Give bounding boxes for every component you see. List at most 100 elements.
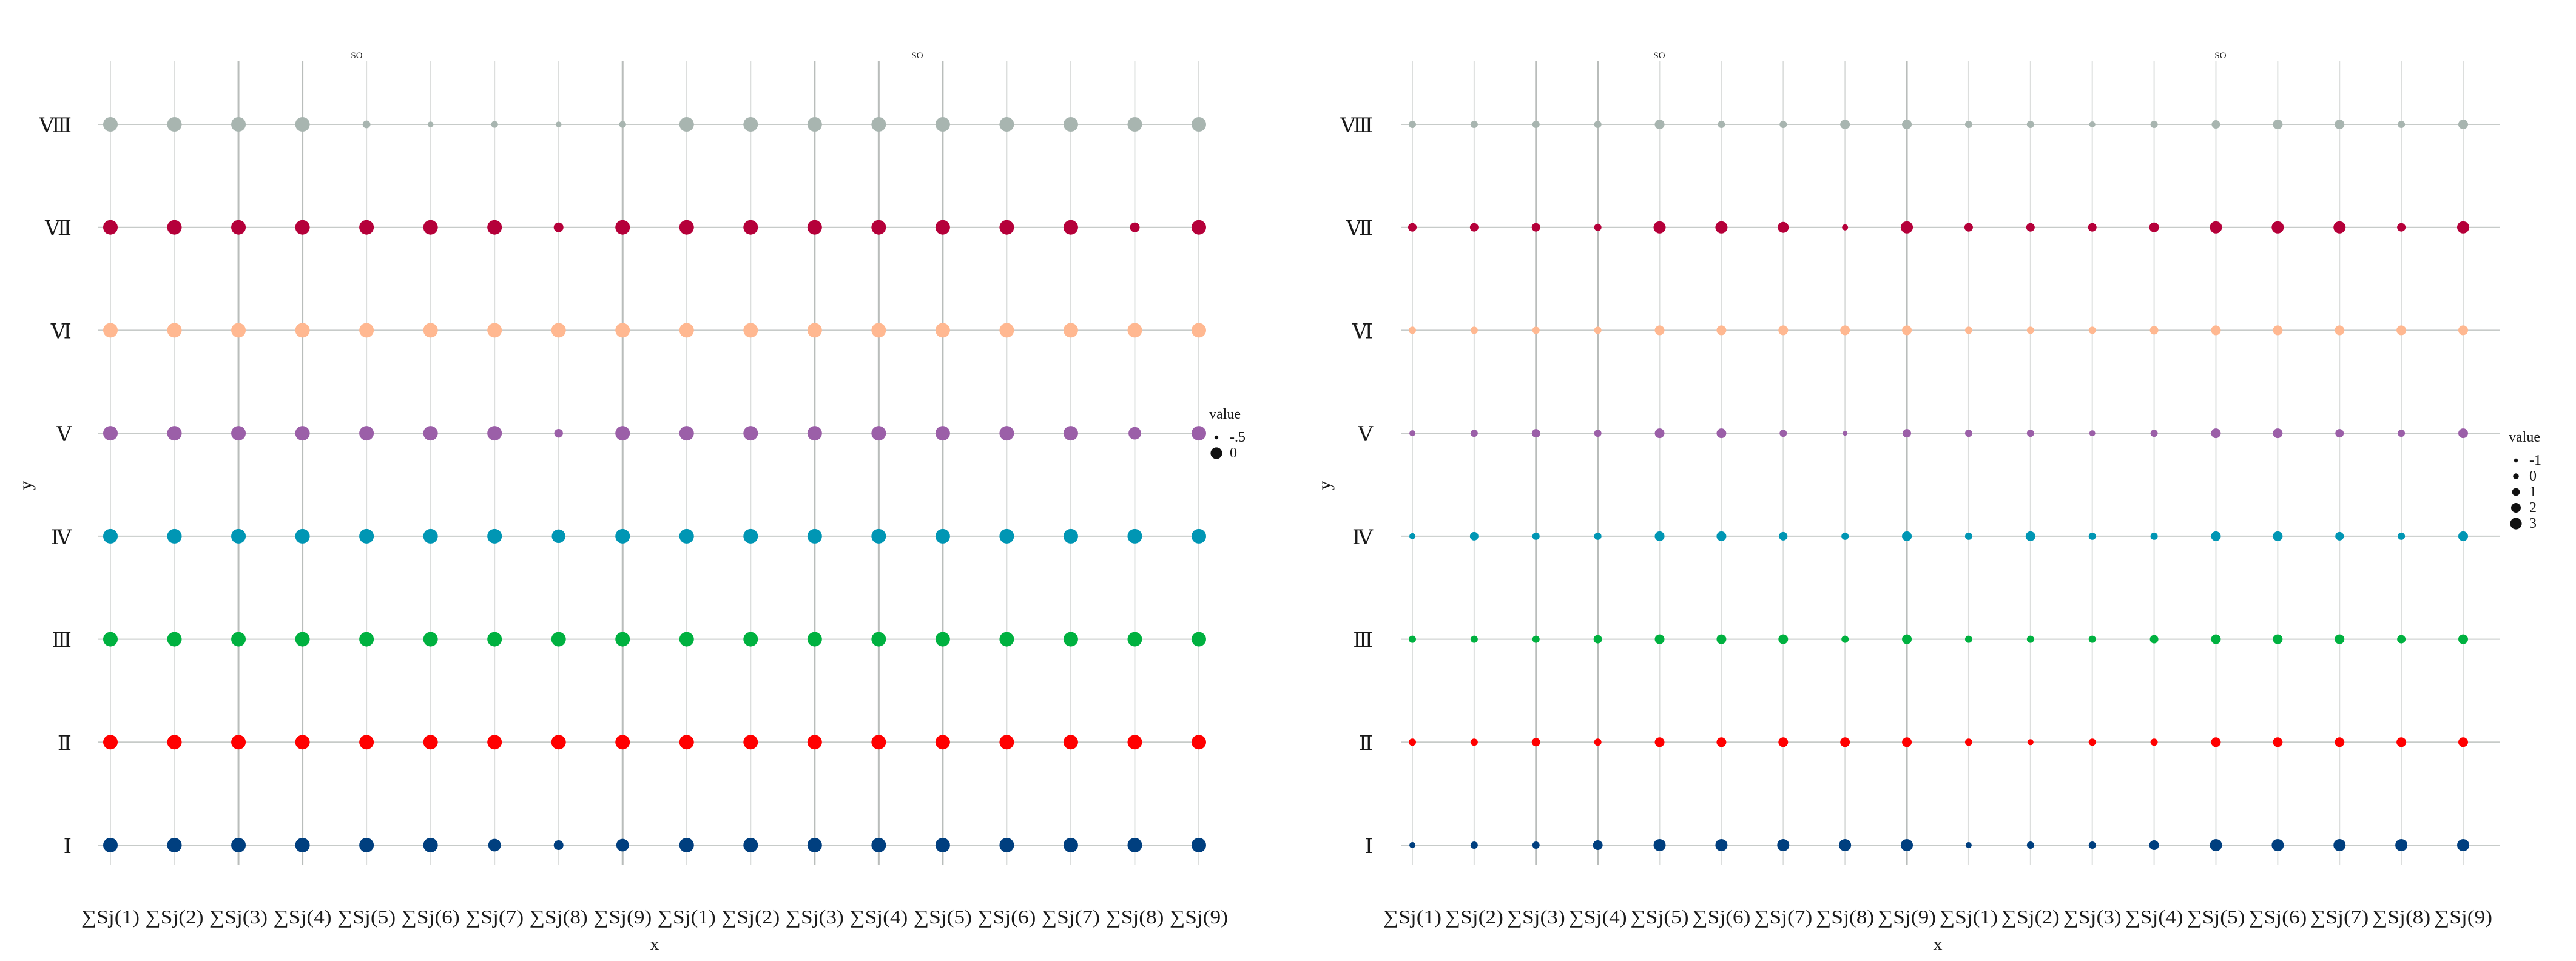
x-tick-label: ∑Sj(2) xyxy=(1445,906,1503,928)
data-point xyxy=(807,632,822,647)
legend-title: value xyxy=(1209,406,1241,422)
data-point xyxy=(743,528,758,544)
data-point xyxy=(1409,533,1415,539)
data-point xyxy=(935,735,950,750)
data-point xyxy=(2397,223,2406,232)
data-point xyxy=(231,735,246,750)
data-point xyxy=(231,220,246,235)
data-point xyxy=(1594,121,1602,128)
x-tick-label: ∑Sj(3) xyxy=(1507,906,1565,928)
y-tick-label: Ⅲ xyxy=(1353,630,1373,652)
data-point xyxy=(1531,223,1540,232)
data-point xyxy=(2211,634,2221,644)
data-point xyxy=(935,528,950,544)
data-point xyxy=(1716,325,1727,336)
data-point xyxy=(935,426,950,441)
data-point xyxy=(1192,220,1206,235)
data-point xyxy=(2273,737,2283,747)
data-point xyxy=(1192,632,1206,647)
data-point xyxy=(1063,323,1078,338)
data-point xyxy=(2211,737,2221,747)
data-point xyxy=(1841,532,1849,540)
data-point xyxy=(1532,635,1540,643)
data-point xyxy=(1778,737,1789,747)
data-point xyxy=(1779,430,1787,437)
data-point xyxy=(1063,838,1078,852)
legend-key xyxy=(1214,435,1219,440)
data-point xyxy=(1063,117,1078,132)
data-point xyxy=(2398,121,2406,128)
x-tick-label: ∑Sj(6) xyxy=(977,906,1036,928)
legend-key xyxy=(2513,473,2519,479)
data-point xyxy=(2271,839,2284,851)
data-point xyxy=(2335,634,2345,644)
data-point xyxy=(1594,532,1602,540)
x-tick-label: ∑Sj(5) xyxy=(2187,906,2245,928)
data-point xyxy=(103,838,118,852)
data-point xyxy=(295,838,310,852)
data-point xyxy=(1716,737,1727,747)
data-point xyxy=(1840,325,1850,336)
data-point xyxy=(1716,634,1727,644)
x-tick-label: ∑Sj(9) xyxy=(2434,906,2492,928)
data-point xyxy=(231,117,246,132)
data-point xyxy=(1470,738,1478,746)
data-point xyxy=(2335,737,2345,747)
data-point xyxy=(1964,430,1972,437)
data-point xyxy=(935,117,950,132)
data-point xyxy=(1469,531,1479,541)
data-point xyxy=(1127,323,1142,338)
top-label: SO xyxy=(351,51,362,61)
data-point xyxy=(295,735,310,750)
y-tick-label: Ⅱ xyxy=(1359,732,1373,755)
data-point xyxy=(231,426,246,441)
data-point xyxy=(1409,430,1415,437)
data-point xyxy=(1127,838,1142,852)
legend-label: -1 xyxy=(2529,453,2541,468)
x-tick-label: ∑Sj(3) xyxy=(786,906,844,928)
data-point xyxy=(1594,430,1602,437)
data-point xyxy=(999,426,1014,441)
data-point xyxy=(1778,221,1789,233)
data-point xyxy=(2333,221,2346,234)
data-point xyxy=(679,117,694,132)
data-point xyxy=(616,838,629,852)
data-point xyxy=(359,632,374,647)
data-point xyxy=(999,528,1014,544)
data-point xyxy=(1778,634,1789,644)
data-point xyxy=(1127,117,1142,132)
y-tick-label: Ⅴ xyxy=(1357,423,1374,446)
data-point xyxy=(1409,635,1416,643)
data-point xyxy=(1964,532,1972,540)
data-point xyxy=(359,426,374,441)
data-point xyxy=(2458,531,2468,541)
data-point xyxy=(615,528,630,544)
data-point xyxy=(487,632,502,647)
data-point xyxy=(1654,737,1665,747)
data-point xyxy=(231,632,246,647)
x-tick-label: ∑Sj(5) xyxy=(337,906,396,928)
x-tick-label: ∑Sj(6) xyxy=(402,906,460,928)
data-point xyxy=(2396,737,2407,747)
x-tick-label: ∑Sj(2) xyxy=(146,906,204,928)
data-point xyxy=(1964,635,1972,643)
data-point xyxy=(295,323,310,338)
data-point xyxy=(743,220,758,235)
data-point xyxy=(295,117,310,132)
data-point xyxy=(871,632,886,647)
data-point xyxy=(2273,634,2283,644)
data-point xyxy=(1653,839,1666,851)
legend-label: 0 xyxy=(2529,468,2537,484)
data-point xyxy=(2398,430,2406,437)
data-point xyxy=(807,323,822,338)
x-tick-label: ∑Sj(4) xyxy=(1569,906,1627,928)
top-label: SO xyxy=(1653,51,1665,61)
data-point xyxy=(2458,428,2468,439)
y-axis-title: y xyxy=(1315,481,1335,490)
x-tick-label: ∑Sj(9) xyxy=(1170,906,1228,928)
data-point xyxy=(999,117,1014,132)
data-point xyxy=(423,735,438,750)
